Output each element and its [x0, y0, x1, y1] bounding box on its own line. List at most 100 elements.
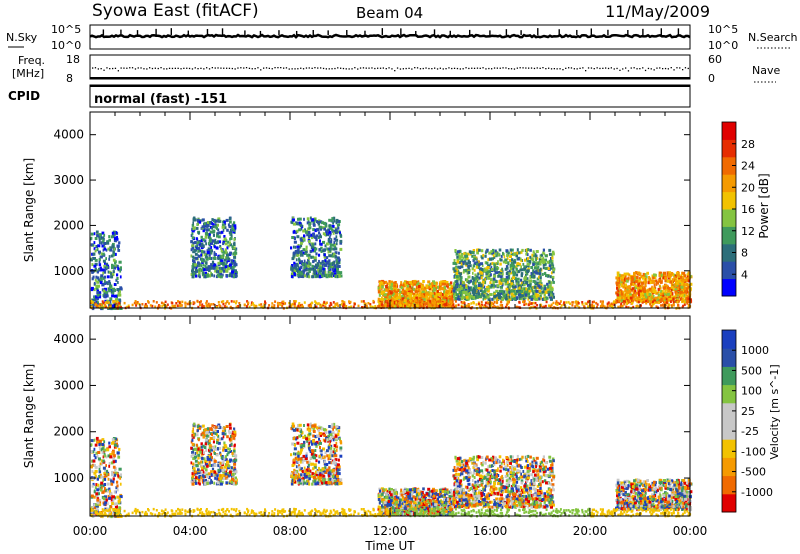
power-cell: [432, 292, 435, 296]
power-cell: [98, 293, 102, 297]
freq-point: [123, 67, 125, 69]
power-cell: [229, 241, 231, 245]
power-cell: [117, 304, 120, 308]
power-cell: [194, 268, 198, 272]
power-cell: [91, 301, 94, 304]
power-cell: [636, 291, 639, 295]
beam-label: Beam 04: [356, 4, 423, 22]
power-cell: [496, 284, 500, 288]
power-cell: [511, 248, 514, 252]
power-cell: [483, 268, 487, 272]
power-cell: [651, 274, 655, 278]
power-cell: [378, 293, 381, 297]
power-cell: [116, 237, 119, 241]
power-cell: [678, 275, 681, 278]
power-cell: [478, 248, 481, 252]
power-cell: [208, 268, 211, 272]
power-cell: [444, 302, 448, 306]
power-cell: [322, 232, 325, 236]
power-cell: [472, 301, 475, 304]
power-cell: [378, 302, 381, 305]
power-cell: [574, 305, 577, 308]
power-cell: [515, 273, 519, 277]
power-cell: [303, 265, 306, 269]
power-cell: [615, 291, 617, 295]
freq-point: [405, 67, 407, 70]
power-cell: [108, 289, 112, 293]
power-cell: [623, 302, 626, 305]
freq-point: [294, 68, 296, 70]
power-cell: [312, 267, 315, 270]
power-cell: [518, 251, 521, 255]
velocity-cell: [95, 508, 98, 512]
power-cell: [532, 301, 535, 305]
power-cell: [334, 275, 337, 279]
power-cell: [306, 233, 309, 237]
power-cell: [323, 301, 326, 304]
nsky-tick-top: 10^5: [51, 23, 81, 36]
power-cell: [98, 233, 102, 237]
power-cell: [310, 305, 313, 308]
power-cell: [293, 240, 297, 244]
power-cell: [180, 304, 183, 307]
power-cell: [110, 297, 113, 301]
power-cell: [501, 267, 504, 271]
power-cell: [672, 300, 675, 304]
power-cell: [397, 295, 401, 299]
freq-point: [174, 67, 176, 69]
power-cell: [518, 257, 521, 261]
power-cell: [672, 304, 675, 307]
power-cell: [296, 272, 299, 276]
power-cell: [505, 275, 509, 279]
power-cell: [218, 303, 221, 307]
power-cell: [102, 239, 105, 243]
power-cell: [99, 266, 102, 270]
power-cell: [226, 253, 230, 257]
power-cell: [667, 286, 669, 290]
power-cell: [493, 266, 496, 269]
power-cell: [233, 224, 237, 228]
power-cell: [293, 261, 296, 265]
power-cell: [337, 304, 340, 307]
power-cell: [656, 281, 659, 285]
power-cell: [610, 302, 613, 305]
power-cell: [307, 256, 310, 260]
power-cell: [437, 285, 439, 289]
power-cell: [204, 267, 207, 271]
power-cell: [223, 237, 227, 241]
power-cell: [179, 302, 182, 306]
power-cell: [685, 279, 689, 283]
power-cell: [144, 303, 147, 306]
power-cell: [220, 259, 224, 263]
power-cell: [482, 305, 485, 309]
freq-point: [143, 68, 145, 70]
power-cell: [103, 305, 106, 308]
power-cell: [410, 297, 413, 301]
power-cell: [274, 300, 277, 303]
power-cell: [235, 273, 237, 277]
power-cell: [620, 280, 623, 284]
power-cell: [411, 296, 415, 300]
power-cell: [396, 289, 400, 292]
power-cell: [606, 305, 609, 308]
power-cell: [302, 237, 306, 241]
power-cell: [268, 304, 271, 307]
nsearch-label: N.Search: [748, 31, 798, 44]
power-cell: [449, 300, 453, 304]
power-cell: [214, 225, 217, 229]
power-cell: [192, 301, 195, 304]
power-cell: [620, 302, 623, 305]
power-cell: [225, 305, 228, 309]
power-cell: [490, 283, 494, 287]
power-cell: [393, 303, 397, 307]
power-cell: [453, 275, 456, 278]
power-cell: [324, 302, 327, 306]
power-cell: [300, 239, 302, 243]
power-cell: [234, 301, 237, 305]
power-cell: [319, 261, 323, 265]
power-cell: [456, 288, 459, 292]
power-cell: [448, 295, 451, 299]
power-cell: [329, 233, 332, 237]
power-cell: [616, 298, 620, 302]
power-cell: [297, 304, 300, 308]
